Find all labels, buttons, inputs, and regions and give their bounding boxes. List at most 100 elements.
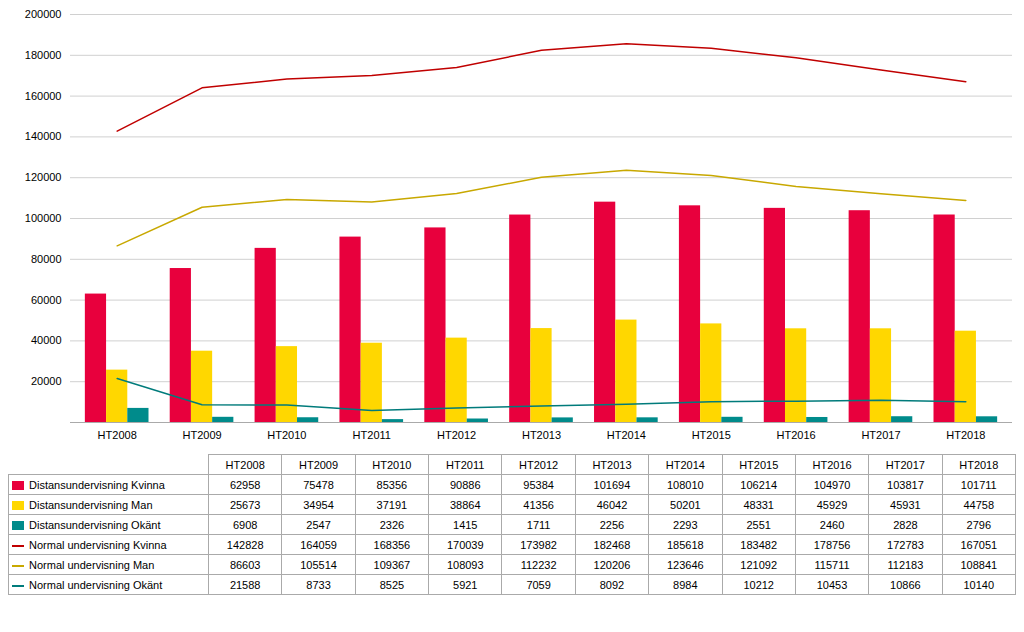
svg-text:HT2011: HT2011: [353, 429, 391, 441]
svg-text:HT2013: HT2013: [522, 429, 561, 441]
html-text:112232: 112232: [520, 558, 557, 571]
html-text:85356: 85356: [376, 478, 408, 491]
svg-text:140000: 140000: [25, 130, 62, 142]
html-text:37191: 37191: [376, 498, 408, 511]
html-text:HT2008: HT2008: [225, 458, 265, 471]
html-text:2326: 2326: [379, 518, 405, 531]
html-text:44758: 44758: [963, 498, 995, 511]
html-text:167051: 167051: [960, 538, 998, 551]
svg-text:40000: 40000: [31, 334, 62, 346]
svg-text:80000: 80000: [31, 253, 62, 265]
html-text:182468: 182468: [593, 538, 631, 551]
html-text:34954: 34954: [303, 498, 334, 511]
html-text:HT2014: HT2014: [665, 458, 705, 471]
html-text:185618: 185618: [667, 538, 704, 551]
html-text:5921: 5921: [453, 578, 478, 591]
html-text:2256: 2256: [599, 518, 625, 531]
svg-text:100000: 100000: [25, 212, 62, 224]
html-text:108093: 108093: [446, 558, 484, 571]
html-text:170039: 170039: [446, 538, 484, 551]
html-text:Normal undervisning Man: Normal undervisning Man: [29, 558, 155, 571]
html-text:172783: 172783: [887, 538, 924, 551]
svg-text:HT2012: HT2012: [437, 429, 476, 441]
html-text:115711: 115711: [814, 558, 850, 571]
html-text:HT2015: HT2015: [739, 458, 779, 471]
html-text:183482: 183482: [740, 538, 777, 551]
html-text:48331: 48331: [743, 498, 774, 511]
svg-text:HT2009: HT2009: [182, 429, 221, 441]
svg-text:20000: 20000: [31, 375, 62, 387]
html-text:164059: 164059: [300, 538, 337, 551]
html-text:2460: 2460: [819, 518, 845, 531]
html-text:121092: 121092: [740, 558, 777, 571]
html-text:1711: 1711: [526, 518, 551, 531]
html-text:2796: 2796: [966, 518, 991, 531]
html-text:45929: 45929: [816, 498, 848, 511]
html-text:25673: 25673: [229, 498, 261, 511]
html-text:2547: 2547: [306, 518, 331, 531]
svg-text:180000: 180000: [25, 49, 62, 61]
html-text:HT2010: HT2010: [372, 458, 412, 471]
html-text:HT2017: HT2017: [885, 458, 925, 471]
html-text:41356: 41356: [523, 498, 554, 511]
html-text:120206: 120206: [593, 558, 631, 571]
svg-text:120000: 120000: [25, 171, 62, 183]
html-text:HT2009: HT2009: [299, 458, 339, 471]
html-text:HT2012: HT2012: [519, 458, 559, 471]
html-text:112183: 112183: [887, 558, 924, 571]
html-text:101711: 101711: [960, 478, 997, 491]
html-text:123646: 123646: [667, 558, 704, 571]
html-text:106214: 106214: [740, 478, 777, 491]
svg-text:HT2015: HT2015: [692, 429, 731, 441]
svg-text:HT2018: HT2018: [946, 429, 985, 441]
html-text:HT2016: HT2016: [812, 458, 852, 471]
html-text:168356: 168356: [373, 538, 411, 551]
html-text:50201: 50201: [670, 498, 701, 511]
svg-text:HT2008: HT2008: [98, 429, 137, 441]
html-text:Distansundervisning Kvinna: Distansundervisning Kvinna: [29, 478, 165, 491]
html-text:21588: 21588: [229, 578, 261, 591]
svg-text:HT2016: HT2016: [777, 429, 816, 441]
html-text:Distansundervisning Man: Distansundervisning Man: [29, 498, 153, 511]
html-text:8092: 8092: [599, 578, 625, 591]
html-text:HT2013: HT2013: [592, 458, 632, 471]
svg-text:HT2014: HT2014: [607, 429, 646, 441]
html-text:6908: 6908: [232, 518, 258, 531]
svg-text:200000: 200000: [25, 8, 62, 20]
html-text:108841: 108841: [960, 558, 998, 571]
html-text:1415: 1415: [453, 518, 478, 531]
html-text:Distansundervisning Okänt: Distansundervisning Okänt: [29, 518, 161, 531]
html-text:7059: 7059: [526, 578, 551, 591]
html-text:75478: 75478: [303, 478, 334, 491]
html-text:109367: 109367: [373, 558, 411, 571]
svg-text:HT2017: HT2017: [861, 429, 900, 441]
html-text:108010: 108010: [667, 478, 704, 491]
html-text:178756: 178756: [813, 538, 851, 551]
html-text:95384: 95384: [523, 478, 554, 491]
html-text:101694: 101694: [593, 478, 631, 491]
svg-text:60000: 60000: [31, 294, 62, 306]
html-text:HT2018: HT2018: [959, 458, 999, 471]
html-text:105514: 105514: [300, 558, 337, 571]
html-text:2293: 2293: [673, 518, 698, 531]
html-text:45931: 45931: [890, 498, 921, 511]
html-text:8984: 8984: [673, 578, 698, 591]
html-text:86603: 86603: [229, 558, 261, 571]
html-text:142828: 142828: [226, 538, 264, 551]
html-text:38864: 38864: [450, 498, 481, 511]
html-text:Normal undervisning Kvinna: Normal undervisning Kvinna: [29, 538, 167, 551]
html-text:HT2011: HT2011: [446, 458, 485, 471]
html-text:62958: 62958: [229, 478, 261, 491]
svg-text:HT2010: HT2010: [267, 429, 306, 441]
html-text:8733: 8733: [306, 578, 331, 591]
html-text:104970: 104970: [813, 478, 851, 491]
html-text:90886: 90886: [450, 478, 481, 491]
svg-text:160000: 160000: [25, 90, 62, 102]
html-text:173982: 173982: [520, 538, 557, 551]
html-text:2551: 2551: [746, 518, 771, 531]
html-text:103817: 103817: [887, 478, 924, 491]
html-text:8525: 8525: [379, 578, 405, 591]
html-text:Normal undervisning Okänt: Normal undervisning Okänt: [29, 578, 163, 591]
html-text:46042: 46042: [596, 498, 628, 511]
html-text:2828: 2828: [893, 518, 918, 531]
